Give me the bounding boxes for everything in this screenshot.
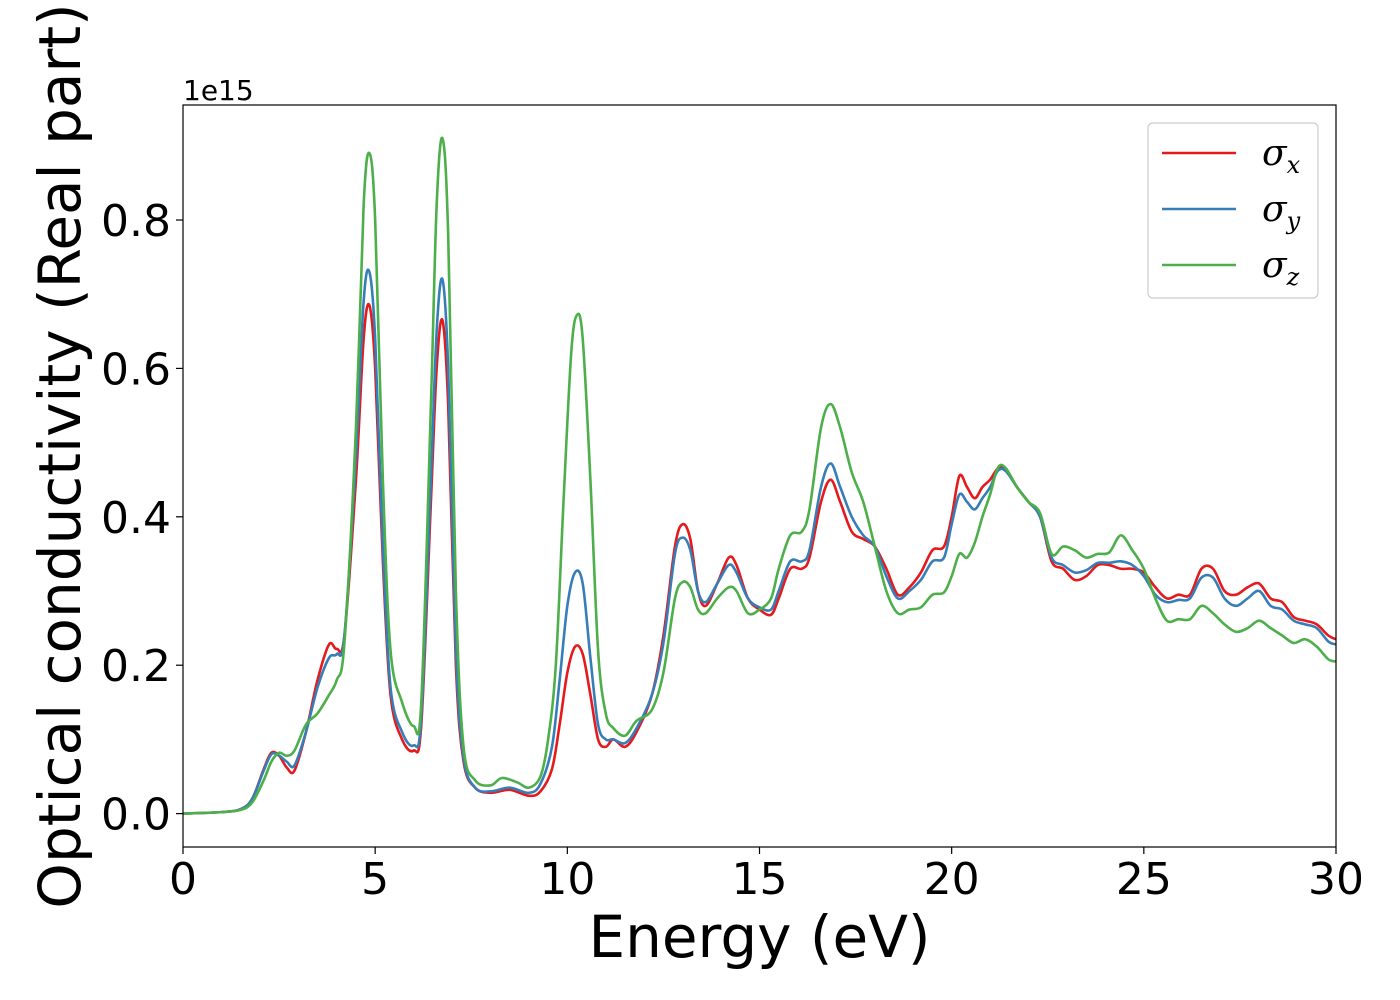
x-axis-title: Energy (eV) [588, 903, 930, 971]
legend-subscript: y [1286, 207, 1301, 235]
x-tick-label: 15 [732, 854, 788, 905]
x-tick-label: 10 [539, 854, 595, 905]
series-line-y [183, 268, 1336, 815]
ticks-layer: 0 5 10 15 20 25 30 0.0 0.2 0.4 0.6 0.8 [101, 196, 1364, 905]
legend-symbol: σ [1262, 133, 1288, 174]
legend-label-x: σx [1262, 133, 1301, 179]
y-tick-label: 0.2 [101, 641, 171, 692]
legend-label-z: σz [1262, 245, 1300, 291]
x-tick-label: 0 [169, 854, 197, 905]
x-tick-label: 25 [1116, 854, 1172, 905]
x-tick-label: 20 [924, 854, 980, 905]
y-tick-label: 0.0 [101, 790, 171, 841]
legend-box [1147, 122, 1319, 299]
legend-symbol: σ [1262, 189, 1288, 230]
y-tick-label: 0.4 [101, 493, 171, 544]
x-tick-label: 30 [1308, 854, 1364, 905]
series-layer [183, 136, 1336, 815]
y-axis-title: Optical conductivity (Real part) [26, 3, 94, 908]
series-line-z [183, 136, 1336, 815]
y-tick-label: 0.6 [101, 344, 171, 395]
legend-subscript: x [1287, 151, 1301, 179]
y-tick-label: 0.8 [101, 196, 171, 247]
legend-symbol: σ [1262, 245, 1288, 286]
x-tick-label: 5 [361, 854, 389, 905]
y-offset-label: 1e15 [183, 74, 254, 107]
legend-subscript: z [1286, 263, 1300, 291]
legend-label-y: σy [1262, 189, 1301, 235]
